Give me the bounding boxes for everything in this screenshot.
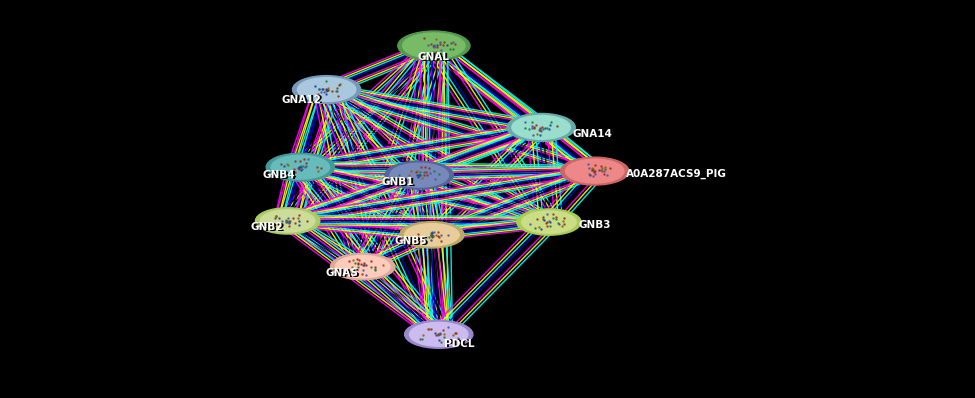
Text: GNB5: GNB5: [395, 236, 427, 246]
Circle shape: [566, 159, 624, 183]
Text: PDCL: PDCL: [446, 339, 476, 349]
Circle shape: [385, 161, 453, 189]
Circle shape: [390, 163, 448, 187]
Text: GNA12: GNA12: [282, 95, 322, 105]
Text: GNB2: GNB2: [251, 222, 283, 232]
Text: GNA14: GNA14: [574, 129, 614, 139]
Text: GNB1: GNB1: [384, 178, 416, 188]
Circle shape: [517, 209, 581, 235]
Text: GNB5: GNB5: [397, 237, 429, 247]
Circle shape: [292, 76, 361, 103]
Circle shape: [405, 320, 473, 348]
Text: GNAL: GNAL: [420, 53, 451, 63]
Circle shape: [410, 322, 468, 346]
Circle shape: [400, 222, 464, 248]
Text: GNB4: GNB4: [265, 171, 297, 181]
Text: GNB3: GNB3: [578, 220, 610, 230]
Text: GNB4: GNB4: [263, 170, 295, 180]
Text: GNB3: GNB3: [580, 221, 612, 231]
Text: GNB1: GNB1: [382, 177, 414, 187]
Text: GNAL: GNAL: [418, 53, 449, 62]
Circle shape: [331, 254, 395, 280]
Text: GNAS: GNAS: [325, 268, 358, 278]
Text: GNAS: GNAS: [327, 269, 360, 279]
Circle shape: [260, 210, 315, 232]
Text: PDCL: PDCL: [444, 339, 474, 349]
Circle shape: [297, 78, 356, 101]
Circle shape: [522, 211, 576, 233]
Circle shape: [255, 208, 320, 234]
Text: A0A287ACS9_PIG: A0A287ACS9_PIG: [626, 169, 726, 179]
Circle shape: [403, 33, 465, 59]
Circle shape: [335, 256, 390, 278]
Text: GNA14: GNA14: [572, 129, 612, 139]
Text: GNA12: GNA12: [284, 96, 324, 105]
Text: A0A287ACS9_PIG: A0A287ACS9_PIG: [628, 170, 728, 180]
Circle shape: [271, 155, 330, 179]
Circle shape: [507, 113, 575, 141]
Text: GNB2: GNB2: [253, 223, 285, 233]
Circle shape: [512, 115, 570, 139]
Circle shape: [398, 31, 470, 60]
Circle shape: [266, 153, 334, 181]
Circle shape: [405, 224, 459, 246]
Circle shape: [561, 157, 629, 185]
